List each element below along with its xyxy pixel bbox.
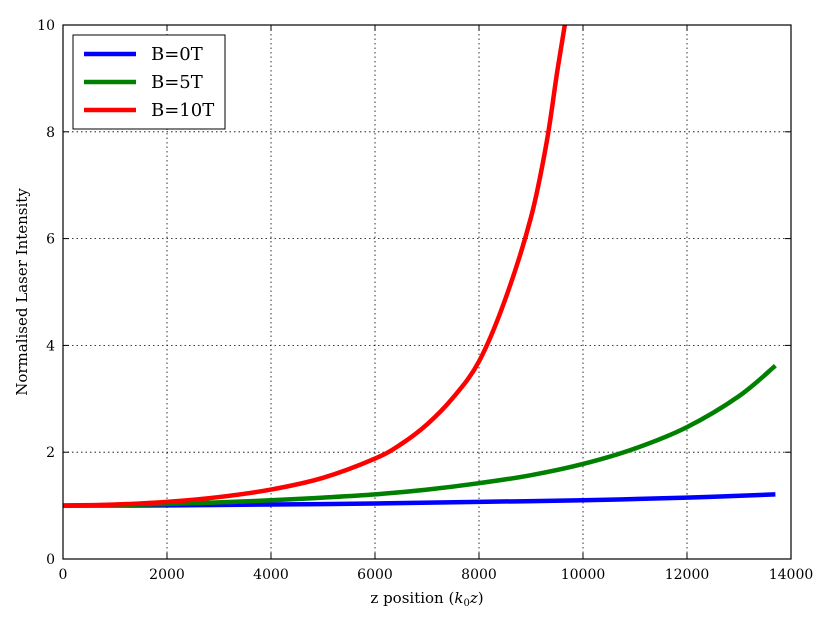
y-tick-label: 2 bbox=[46, 445, 55, 461]
plot-frame bbox=[62, 24, 792, 560]
series-layer bbox=[63, 25, 777, 508]
x-axis-label-suffix: ) bbox=[478, 589, 484, 607]
x-tick-label: 0 bbox=[59, 567, 68, 583]
series-line-b-10t bbox=[63, 25, 568, 508]
legend-label: B=0T bbox=[151, 44, 203, 65]
x-axis-label-math: k bbox=[454, 589, 463, 607]
y-tick-label: 10 bbox=[37, 18, 55, 34]
x-tick-label: 8000 bbox=[461, 567, 497, 583]
legend-label: B=5T bbox=[151, 72, 203, 93]
legend: B=0T B=5T B=10T bbox=[72, 34, 226, 130]
x-axis-label-math-z: z bbox=[469, 589, 478, 607]
x-tick-label: 14000 bbox=[769, 567, 814, 583]
ticks: 0 2000 4000 6000 8000 10000 12000 14000 0 2 4 6 8 10 bbox=[37, 18, 813, 583]
x-axis-label: z position (k0z) bbox=[370, 589, 483, 609]
y-tick-label: 0 bbox=[46, 552, 55, 568]
legend-label: B=10T bbox=[151, 100, 214, 121]
x-axis-label-subscript: 0 bbox=[463, 598, 469, 609]
series-line-b-5t bbox=[63, 363, 777, 508]
x-tick-label: 6000 bbox=[357, 567, 393, 583]
y-tick-label: 8 bbox=[46, 125, 55, 141]
grid bbox=[63, 25, 791, 559]
x-tick-label: 12000 bbox=[665, 567, 710, 583]
x-tick-label: 10000 bbox=[561, 567, 606, 583]
x-axis-label-prefix: z position ( bbox=[370, 589, 454, 607]
y-tick-label: 6 bbox=[46, 232, 55, 248]
x-tick-label: 2000 bbox=[149, 567, 185, 583]
x-tick-label: 4000 bbox=[253, 567, 289, 583]
y-tick-label: 4 bbox=[46, 338, 55, 354]
y-axis-label: Normalised Laser Intensity bbox=[13, 188, 31, 396]
